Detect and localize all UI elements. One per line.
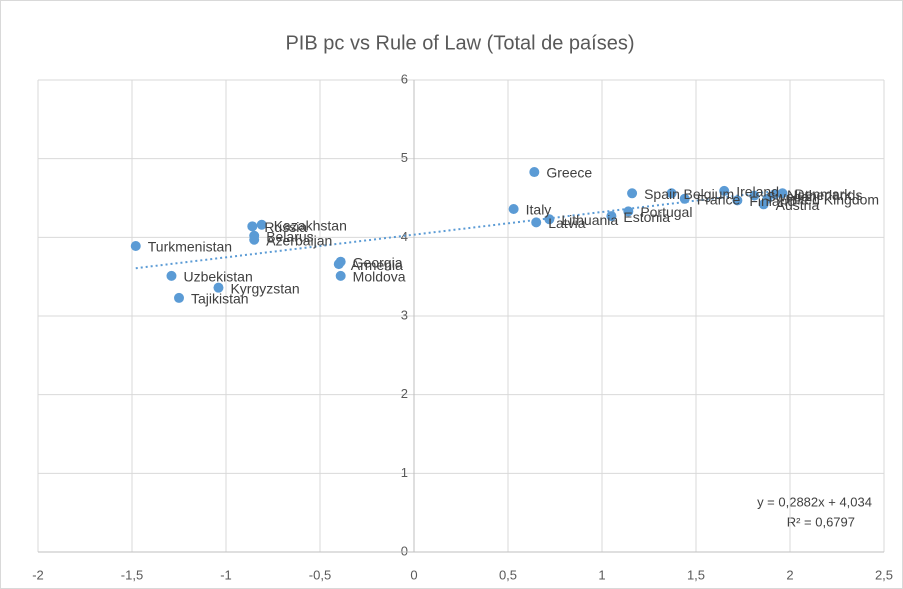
point-label: Finland: [749, 193, 795, 209]
point-label: Georgia: [353, 254, 403, 270]
point-label: Belgium: [684, 186, 735, 202]
point: [529, 167, 540, 178]
x-tick-label: 1,5: [687, 567, 705, 582]
y-tick-label: 2: [401, 386, 408, 401]
point: [719, 185, 730, 196]
point: [769, 189, 780, 200]
point: [166, 270, 177, 281]
point-label: Ireland: [736, 184, 779, 200]
x-tick-label: 0: [410, 567, 417, 582]
point-label: Kazakhstan: [274, 217, 347, 233]
point-label: Spain: [644, 186, 680, 202]
point: [679, 193, 690, 204]
y-tick-label: 1: [401, 465, 408, 480]
point: [213, 282, 224, 293]
point-label: Italy: [526, 202, 552, 218]
point: [174, 292, 184, 303]
trend-equation: y = 0,2882x + 4,034: [757, 494, 872, 509]
point-label: Belarus: [266, 228, 313, 244]
point-label: Moldova: [353, 269, 406, 285]
point: [333, 259, 344, 270]
point: [508, 204, 519, 215]
point: [749, 190, 760, 201]
y-tick-label: 5: [401, 150, 408, 165]
x-tick-label: 1: [598, 567, 605, 582]
point-label: Uzbekistan: [183, 269, 252, 285]
point-label: Lithuania: [561, 212, 618, 228]
x-tick-label: -1: [220, 567, 232, 582]
trend-r2: R² = 0,6797: [787, 514, 855, 529]
point: [777, 188, 788, 199]
x-tick-label: -0,5: [309, 567, 331, 582]
x-tick-label: 2: [786, 567, 793, 582]
point-label: Russia: [264, 219, 307, 235]
point-label: Latvia: [548, 215, 586, 231]
y-tick-label: 0: [401, 543, 408, 558]
point: [249, 234, 260, 245]
point-label: Armenia: [351, 257, 403, 273]
y-tick-label: 6: [401, 71, 408, 86]
point-label: Tajikistan: [191, 291, 249, 307]
point: [256, 219, 267, 230]
point-label: Greece: [546, 165, 592, 181]
x-tick-label: 0,5: [499, 567, 517, 582]
point: [606, 211, 617, 222]
x-tick-label: 2,5: [875, 567, 893, 582]
point-label: United Kingdom: [779, 191, 879, 207]
point: [335, 270, 346, 281]
point: [130, 240, 141, 251]
x-tick-label: -2: [32, 567, 44, 582]
point-label: Denmark: [794, 186, 852, 202]
point-label: Sweden: [766, 188, 817, 204]
point-label: Kyrgyzstan: [230, 280, 299, 296]
point: [623, 206, 634, 217]
point-label: Turkmenistan: [148, 239, 232, 255]
y-tick-label: 3: [401, 307, 408, 322]
trendline: [135, 189, 783, 270]
point: [544, 214, 555, 225]
point-label: Azerbaijan: [266, 232, 332, 248]
point-label: France: [697, 191, 741, 207]
chart-title: PIB pc vs Rule of Law (Total de países): [285, 32, 634, 54]
point-label: Portugal: [640, 204, 692, 220]
x-tick-label: -1,5: [121, 567, 143, 582]
point: [627, 188, 638, 199]
point-label: Netherlands: [787, 187, 863, 203]
point: [247, 221, 258, 232]
point: [531, 217, 542, 228]
point: [666, 188, 677, 199]
point: [758, 199, 769, 210]
point-label: Austria: [776, 197, 820, 213]
point-label: Estonia: [623, 209, 670, 225]
point: [732, 195, 743, 206]
